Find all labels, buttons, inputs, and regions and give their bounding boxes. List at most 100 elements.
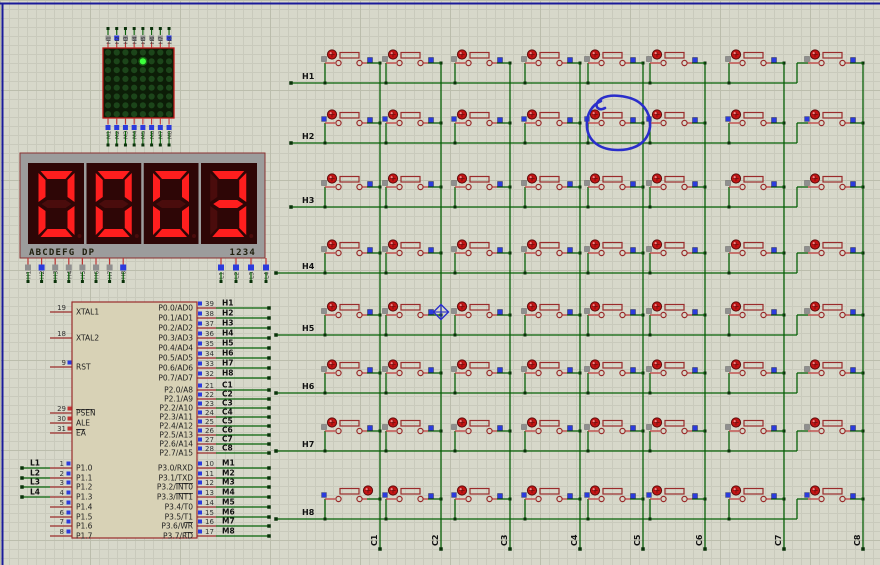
led-dot <box>148 67 155 74</box>
keypad-button-H5C5 <box>584 301 643 337</box>
net-label-L2: L2 <box>30 469 40 478</box>
keypad-button-H8C3 <box>451 485 510 521</box>
button-contact-left <box>465 427 472 435</box>
net-label-C4: C4 <box>222 408 233 417</box>
hidden-label-square <box>218 264 224 271</box>
hidden-label-square <box>367 117 373 123</box>
matrix-pin-label-H5: H5 <box>141 36 147 44</box>
keypad-button-H4C8 <box>804 239 863 257</box>
hidden-label-square <box>584 424 590 430</box>
net-label-H7: H7 <box>222 359 234 368</box>
actuator-highlight <box>592 52 595 55</box>
hidden-label-square <box>646 366 652 372</box>
button-body <box>822 487 843 495</box>
hidden-label-square <box>140 35 146 41</box>
segment-G-dim <box>41 200 72 208</box>
actuator-highlight <box>733 488 736 491</box>
actuator-highlight <box>733 242 736 245</box>
led-dot <box>122 93 129 100</box>
wire-terminal <box>267 376 271 380</box>
annotation-freehand-circle <box>585 94 652 152</box>
pin-number: 32 <box>205 370 214 378</box>
button-contact-left <box>335 59 342 67</box>
junction-dot <box>453 449 457 453</box>
wire-terminal <box>267 433 271 437</box>
keypad-button-H7C2 <box>382 417 441 453</box>
hidden-label-square <box>367 367 373 373</box>
segment-F-lit <box>95 173 103 202</box>
button-body <box>664 487 685 495</box>
led-dot <box>157 111 164 118</box>
pin-number: 5 <box>60 499 64 507</box>
hidden-label-square <box>382 56 388 62</box>
button-body <box>469 361 490 369</box>
hidden-label-square <box>630 57 636 63</box>
button-contact-right <box>619 183 626 191</box>
pin-number: 30 <box>57 415 66 423</box>
actuator-highlight <box>390 112 393 115</box>
button-body <box>539 51 560 59</box>
junction-dot <box>384 517 388 521</box>
hidden-label-square <box>630 425 636 431</box>
net-label-C7: C7 <box>222 435 233 444</box>
net-label-M1: M1 <box>222 459 235 468</box>
actuator-highlight <box>654 52 657 55</box>
keypad-button-H6C2 <box>382 359 441 395</box>
button-body <box>469 487 490 495</box>
pin-number: 6 <box>60 509 65 517</box>
hidden-label-square <box>850 57 856 63</box>
matrix-pin-label-M8: M8 <box>167 130 173 139</box>
junction-dot <box>323 391 327 395</box>
button-contact-left <box>335 311 342 319</box>
net-label-row-H6: H6 <box>302 382 315 391</box>
display-pin-label-L3: L3 <box>249 272 256 279</box>
wire-terminal <box>123 27 127 30</box>
button-contact-right <box>556 311 563 319</box>
actuator-highlight <box>365 488 368 491</box>
button-contact-left <box>739 119 746 127</box>
actuator-highlight <box>654 242 657 245</box>
matrix-pin-label-H8: H8 <box>167 36 173 44</box>
hidden-label-square <box>692 247 698 253</box>
net-label-M4: M4 <box>222 488 235 497</box>
hidden-label-square <box>584 308 590 314</box>
pin-number: 26 <box>205 427 214 435</box>
col-terminal <box>439 547 443 551</box>
hidden-label-square <box>451 246 457 252</box>
junction-dot <box>586 449 590 453</box>
led-dot <box>104 49 112 56</box>
segment-D-lit <box>40 229 73 237</box>
matrix-pin-label-H7: H7 <box>159 36 165 44</box>
led-dot <box>139 75 146 82</box>
actuator-highlight <box>733 52 736 55</box>
button-contact-left <box>335 119 342 127</box>
button-contact-right <box>486 311 493 319</box>
actuator-highlight <box>592 420 595 423</box>
wire-terminal <box>267 366 271 370</box>
button-body <box>743 303 764 311</box>
segment-C-lit <box>124 206 132 235</box>
pin-marker-square <box>198 311 202 316</box>
led-dot <box>113 67 120 74</box>
pin-marker-square <box>198 331 202 336</box>
button-body <box>743 419 764 427</box>
hidden-label-square <box>771 117 777 123</box>
button-contact-left <box>465 311 472 319</box>
hidden-label-square <box>521 366 527 372</box>
led-dot <box>165 102 173 109</box>
button-contact-right <box>486 249 493 257</box>
button-body <box>822 175 843 183</box>
button-contact-right <box>760 119 767 127</box>
button-contact-left <box>535 495 542 503</box>
pin-marker-square <box>198 371 202 376</box>
pin-name-bar: RD <box>182 532 193 541</box>
keypad-button-H7C4 <box>521 417 580 453</box>
pin-number: 9 <box>62 359 66 367</box>
wire-terminal <box>267 515 271 519</box>
pin-number: 25 <box>205 418 214 426</box>
button-contact-right <box>760 249 767 257</box>
pin-name: P3.7/RD <box>163 532 193 541</box>
button-body <box>339 361 360 369</box>
led-dot <box>157 58 164 65</box>
button-body <box>539 241 560 249</box>
